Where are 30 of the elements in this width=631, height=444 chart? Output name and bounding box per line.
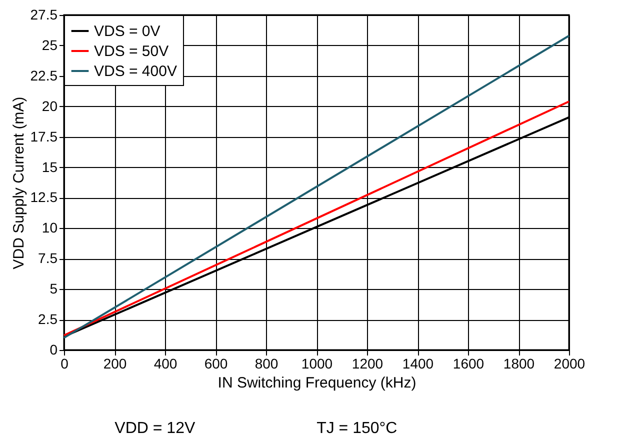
- legend-label: VDS = 0V: [94, 23, 160, 40]
- legend-label: VDS = 400V: [94, 63, 177, 80]
- y-tick-label: 22.5: [30, 67, 58, 84]
- x-tick-label: 200: [103, 356, 127, 372]
- legend-label: VDS = 50V: [94, 43, 169, 60]
- x-tick-label: 1200: [352, 356, 384, 372]
- x-axis-title: IN Switching Frequency (kHz): [218, 374, 416, 392]
- text: VDD = 12V: [114, 420, 196, 437]
- y-tick-label: 5: [50, 280, 58, 297]
- y-tick-label: 27.5: [30, 6, 58, 22]
- y-tick-label: 2.5: [38, 311, 58, 328]
- x-tick-label: 1000: [301, 356, 333, 372]
- y-tick-label: 0: [50, 342, 58, 358]
- text: TJ = 150°C: [316, 420, 398, 437]
- x-tick-label: 1800: [503, 356, 535, 372]
- x-tick-label: 0: [60, 356, 69, 372]
- x-tick-label: 400: [154, 356, 178, 372]
- y-tick-label: 10: [42, 220, 58, 236]
- y-tick-label: 25: [42, 36, 58, 53]
- y-tick-label: 20: [42, 98, 58, 114]
- y-axis-title: VDD Supply Current (mA): [10, 96, 28, 270]
- y-tick-label: 12.5: [30, 189, 58, 206]
- y-tick-label: 7.5: [38, 250, 58, 266]
- y-tick-label: 15: [42, 158, 58, 175]
- x-tick-label: 2000: [554, 356, 586, 372]
- x-tick-label: 800: [254, 356, 278, 372]
- x-tick-label: 1600: [452, 356, 484, 372]
- x-tick-label: 600: [204, 356, 228, 372]
- x-tick-label: 1400: [402, 356, 434, 372]
- y-tick-label: 17.5: [30, 128, 58, 144]
